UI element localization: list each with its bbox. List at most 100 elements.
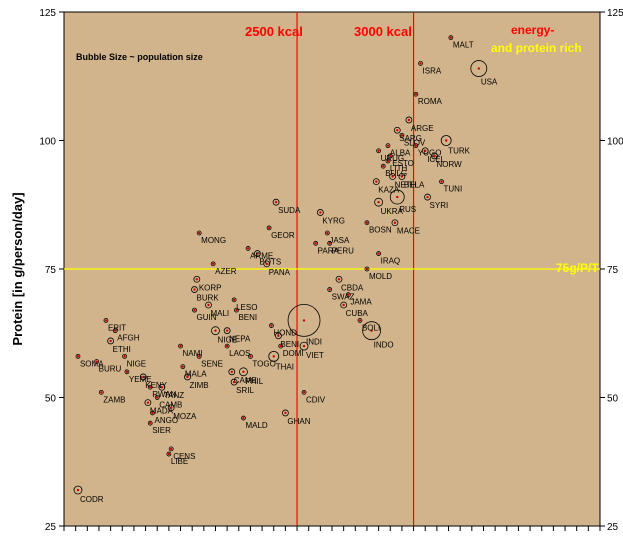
point-dot: [319, 211, 322, 214]
bubble-marker: [144, 399, 152, 407]
bubble-marker: [391, 219, 399, 227]
point-dot: [302, 319, 306, 322]
bubble-marker: [122, 353, 127, 359]
point-dot: [314, 242, 317, 245]
bubble-marker: [191, 286, 198, 293]
point-dot: [386, 159, 390, 163]
bubble-marker: [168, 446, 174, 452]
bubble-marker: [431, 152, 438, 160]
point-dot: [284, 411, 287, 415]
point-label: TOGO: [252, 359, 275, 368]
data-point: TUNI: [439, 179, 462, 194]
data-point: MOZA: [167, 404, 197, 421]
bubble-marker: [75, 353, 81, 359]
data-point: MALD: [241, 415, 268, 430]
data-point: MOLD: [364, 266, 392, 281]
bubble-marker: [364, 220, 370, 226]
point-dot: [389, 154, 392, 158]
point-label: AFGH: [117, 334, 139, 343]
point-dot: [272, 355, 275, 358]
point-label: RWAN: [152, 390, 176, 399]
bubble-marker: [124, 369, 130, 375]
point-label: BENI: [280, 340, 299, 349]
data-point: BOTS: [254, 250, 281, 267]
data-point: CDIV: [301, 389, 326, 404]
data-point: ERIT: [103, 317, 126, 332]
point-dot: [230, 370, 233, 373]
point-dot: [123, 355, 126, 358]
point-dot: [365, 221, 369, 224]
data-point: CBDA: [335, 275, 364, 292]
point-label: SOMA: [80, 359, 104, 368]
bubble-marker: [139, 373, 147, 381]
data-point: MALI: [205, 301, 229, 318]
data-point: LIBE: [166, 451, 188, 466]
bubble-marker: [440, 135, 452, 146]
point-label: HOND: [273, 329, 297, 338]
data-point: TURK: [440, 135, 471, 156]
point-label: BURU: [99, 365, 122, 374]
point-dot: [382, 165, 385, 168]
bubble-size-note: Bubble Size ~ population size: [76, 52, 203, 62]
bubble-marker: [241, 415, 246, 421]
data-point: SARG: [393, 126, 422, 143]
data-point: AFGH: [112, 328, 140, 343]
point-dot: [400, 134, 404, 137]
bubble-marker: [313, 240, 319, 246]
point-dot: [125, 370, 129, 373]
point-label: LESO: [236, 303, 257, 312]
bubble-marker: [196, 353, 202, 359]
bubble-marker: [248, 353, 253, 359]
point-label: KAZA: [378, 186, 400, 195]
point-dot: [104, 319, 108, 322]
data-point: NIGE: [122, 353, 147, 368]
point-dot: [249, 355, 252, 358]
data-point: TOGO: [248, 353, 276, 368]
bubble-marker: [268, 350, 280, 362]
bubble-marker: [376, 148, 382, 154]
point-label: CUBA: [346, 309, 369, 318]
point-dot: [211, 262, 215, 266]
point-dot: [207, 303, 210, 307]
point-label: SYRI: [430, 201, 449, 210]
bubble-marker: [448, 35, 454, 41]
bubble-marker: [389, 173, 396, 180]
data-point: CUBA: [340, 301, 369, 318]
bubble-marker: [421, 147, 429, 155]
point-dot: [274, 200, 278, 204]
point-label: ARME: [250, 251, 273, 260]
data-point: BENI: [274, 332, 299, 349]
point-dot: [142, 375, 145, 379]
kcal-3000-label: 3000 kcal: [354, 24, 412, 39]
point-label: GHAN: [287, 417, 310, 426]
point-label: MOZA: [173, 412, 197, 421]
bubble-marker: [223, 327, 231, 335]
data-point: DOMI: [278, 343, 304, 358]
bubble-marker: [398, 173, 406, 180]
data-point: USA: [470, 60, 498, 87]
y-tick-label-left: 50: [45, 394, 57, 405]
bubble-marker: [196, 230, 202, 236]
point-dot: [256, 252, 259, 255]
data-point: SRIL: [230, 378, 254, 395]
bubble-marker: [439, 179, 444, 185]
point-label: SRIL: [236, 386, 254, 395]
point-label: NIGE: [127, 359, 147, 368]
data-point: BURK: [191, 286, 220, 303]
data-point: KAZA: [372, 178, 400, 195]
point-dot: [426, 195, 429, 199]
point-label: BURK: [197, 294, 220, 303]
data-point: KYRG: [316, 209, 345, 225]
bubble-marker: [287, 303, 321, 337]
bubble-marker: [147, 420, 153, 426]
bubble-marker: [387, 153, 393, 159]
data-point: CODR: [73, 485, 104, 504]
point-dot: [242, 370, 245, 373]
bubble-marker: [266, 225, 272, 231]
point-dot: [396, 129, 399, 132]
data-point: MONG: [196, 230, 226, 245]
data-point: YEME: [124, 369, 152, 384]
point-label: INDI: [306, 337, 322, 346]
point-dot: [197, 231, 201, 235]
data-point: URUG: [376, 148, 404, 163]
